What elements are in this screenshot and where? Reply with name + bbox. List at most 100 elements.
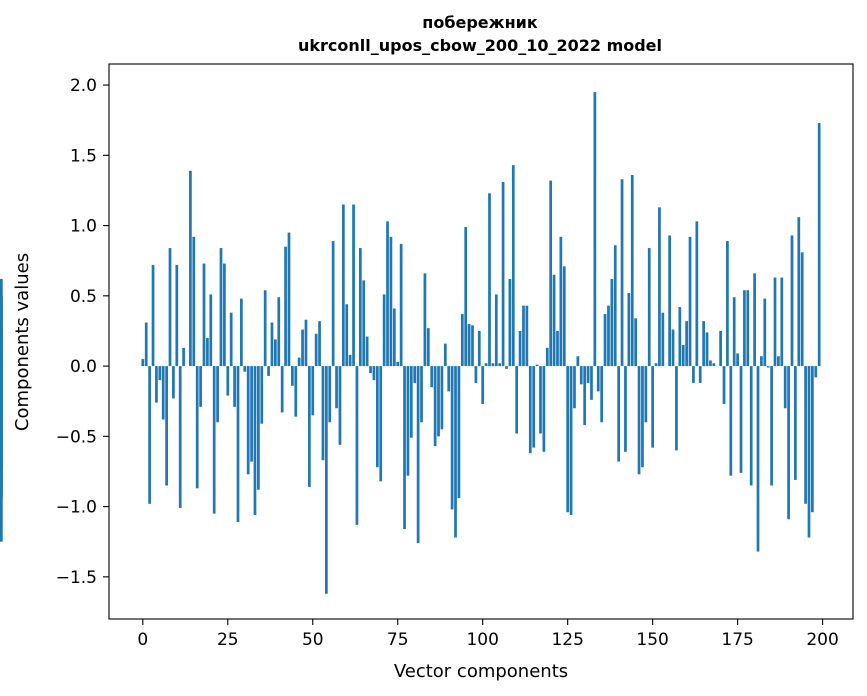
bar-59 — [341, 204, 345, 367]
bar-54 — [324, 366, 328, 594]
bar-37 — [267, 366, 270, 376]
bar-67 — [369, 366, 372, 374]
bar-58 — [338, 366, 342, 445]
bar-56 — [331, 241, 335, 367]
bar-26 — [229, 312, 233, 367]
bar-12 — [182, 347, 185, 367]
x-tick-label: 0 — [137, 630, 148, 650]
bar-99 — [477, 330, 481, 367]
bar-69 — [375, 366, 379, 468]
bar-155 — [668, 235, 671, 367]
bar-111 — [518, 330, 522, 367]
bar-20 — [209, 294, 213, 367]
bar-114 — [528, 366, 532, 454]
bar-140 — [617, 366, 621, 462]
bar-158 — [678, 307, 682, 367]
bar-107 — [505, 366, 508, 369]
bar-86 — [433, 366, 437, 447]
bar-29 — [240, 298, 243, 367]
bar-42 — [284, 246, 287, 367]
bar-145 — [634, 318, 638, 367]
bar-133 — [593, 92, 597, 367]
bar-71 — [382, 294, 386, 367]
bar-187 — [777, 356, 780, 367]
bar-176 — [739, 366, 743, 473]
bar-4 — [155, 366, 158, 403]
bar-51 — [314, 333, 318, 367]
bar-171 — [722, 366, 726, 405]
bar-15 — [192, 236, 196, 367]
bar-199 — [817, 123, 821, 367]
bar-53 — [321, 366, 325, 461]
bar-85 — [430, 366, 434, 388]
bar-170 — [719, 330, 722, 367]
bar-164 — [698, 366, 702, 383]
bar-153 — [661, 312, 665, 367]
bar-64 — [358, 248, 362, 367]
chart-title-line-1: побережник — [422, 13, 538, 32]
bar-157 — [675, 366, 678, 451]
x-tick-label: 75 — [387, 630, 409, 650]
bar-196 — [807, 366, 811, 538]
x-tick-label: 150 — [636, 630, 668, 650]
bar-60 — [345, 304, 349, 367]
bar-184 — [766, 366, 770, 368]
bar-28 — [236, 366, 240, 523]
bar-38 — [270, 322, 274, 367]
y-tick-label: −1.5 — [56, 568, 97, 588]
bar-45 — [294, 366, 298, 417]
bar-116 — [535, 364, 539, 367]
bar-98 — [474, 366, 478, 383]
bar-159 — [681, 345, 685, 367]
bar-46 — [297, 357, 301, 367]
bar-126 — [569, 366, 573, 516]
bar-5 — [158, 366, 162, 381]
bar-162 — [692, 366, 695, 383]
bar-27 — [233, 366, 236, 407]
bar-122 — [556, 330, 559, 367]
y-tick-label: 0.5 — [70, 287, 97, 307]
bar-39 — [274, 339, 277, 367]
bar-83 — [423, 273, 427, 367]
bar-143 — [627, 293, 631, 367]
x-axis-label: Vector components — [394, 661, 568, 682]
bar-33 — [253, 366, 257, 516]
bar-149 — [647, 248, 651, 367]
bar-186 — [773, 277, 777, 367]
bar-19 — [206, 337, 209, 367]
bar-95 — [464, 226, 468, 367]
bar-30 — [243, 366, 247, 372]
bar-11 — [178, 366, 182, 508]
bar-180 — [753, 273, 756, 367]
bar-189 — [783, 366, 787, 409]
bar-31 — [246, 366, 250, 475]
bar-138 — [610, 278, 614, 367]
x-tick-label: 50 — [302, 630, 324, 650]
bar-89 — [443, 343, 447, 367]
bar-168 — [712, 363, 716, 367]
bar-10 — [175, 264, 179, 367]
bar-131 — [586, 366, 590, 383]
bar-137 — [607, 305, 610, 367]
bar-106 — [501, 182, 505, 367]
bar-6 — [161, 366, 165, 420]
bar-101 — [484, 363, 488, 367]
bar-43 — [287, 232, 291, 367]
y-tick-label: −0.5 — [56, 427, 97, 447]
bar-94 — [460, 314, 464, 367]
y-tick-label: −1.0 — [56, 498, 97, 518]
bar-1 — [144, 322, 148, 367]
bar-0 — [141, 359, 145, 367]
bar-93 — [457, 366, 461, 499]
bar-73 — [389, 236, 393, 367]
bar-120 — [549, 180, 553, 367]
bar-132 — [590, 366, 593, 400]
bar-166 — [705, 332, 709, 367]
bar-179 — [749, 366, 753, 486]
bar-80 — [413, 366, 417, 383]
bar-61 — [348, 354, 352, 367]
bar-128 — [576, 356, 580, 367]
bars-group — [0, 92, 821, 594]
bar-2 — [148, 366, 151, 504]
